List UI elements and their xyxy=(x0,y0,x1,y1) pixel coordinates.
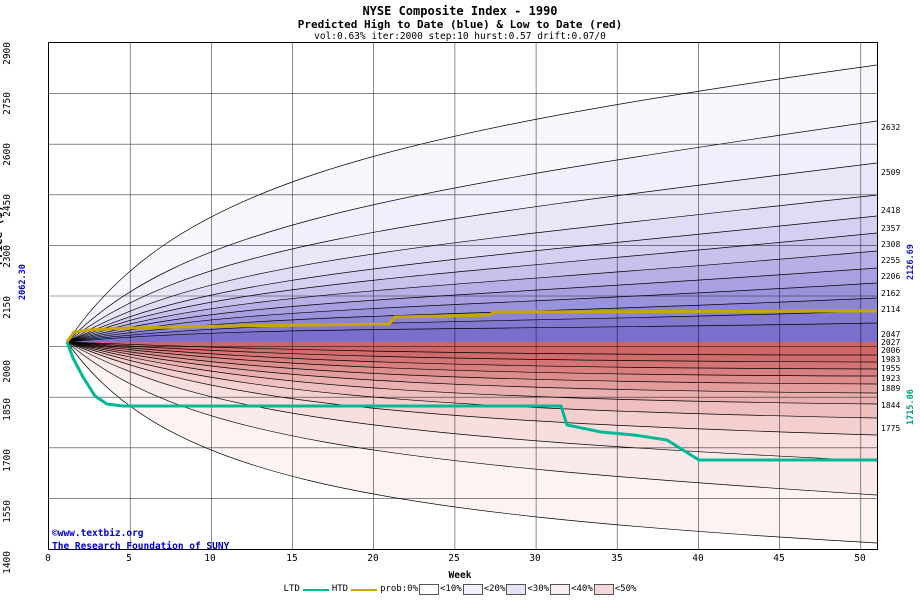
x-tick: 30 xyxy=(529,553,541,564)
chart-subtitle: Predicted High to Date (blue) & Low to D… xyxy=(297,18,623,31)
right-tick: 2418 xyxy=(881,206,901,215)
legend-label-ltd: LTD xyxy=(283,584,300,594)
legend-label-10: <10% xyxy=(440,584,462,594)
low-to-date-value: 1715.06 xyxy=(906,389,916,425)
y-tick: 2300 xyxy=(2,245,13,268)
right-tick: 1889 xyxy=(881,384,901,393)
series-ltd xyxy=(65,341,877,462)
legend-swatch-ltd xyxy=(302,588,329,591)
right-tick: 2308 xyxy=(881,240,901,249)
legend-label-50: <50% xyxy=(614,584,637,594)
y-tick: 2750 xyxy=(2,92,13,115)
chart-params: vol:0.63% iter:2000 step:10 hurst:0.57 d… xyxy=(314,31,606,42)
high-to-date-value: 2126.69 xyxy=(906,244,916,280)
x-tick: 5 xyxy=(126,553,132,564)
y-tick: 2450 xyxy=(2,194,13,217)
legend-swatch-40 xyxy=(593,584,614,595)
y-tick: 2600 xyxy=(2,143,13,166)
right-tick: 2255 xyxy=(881,256,901,265)
legend-swatch-10 xyxy=(462,584,483,595)
x-tick: 45 xyxy=(773,553,785,564)
legend-label-20: <20% xyxy=(483,584,506,594)
right-tick: 2509 xyxy=(881,168,901,177)
current-price-label: 2062.30 xyxy=(18,264,28,300)
right-tick: 1923 xyxy=(881,374,901,383)
x-tick: 40 xyxy=(692,553,704,564)
credit-line-1[interactable]: ©www.textbiz.org xyxy=(52,528,144,539)
x-tick: 0 xyxy=(45,553,51,564)
y-tick: 2900 xyxy=(2,42,13,65)
y-tick: 2000 xyxy=(2,360,13,383)
x-tick: 10 xyxy=(204,553,216,564)
right-tick: 1983 xyxy=(881,355,901,364)
x-tick: 25 xyxy=(448,553,460,564)
series-htd xyxy=(65,309,877,343)
x-tick: 50 xyxy=(854,553,866,564)
y-tick: 1850 xyxy=(2,398,13,421)
legend-label-30: <30% xyxy=(527,584,550,594)
x-tick: 15 xyxy=(286,553,298,564)
right-tick: 1844 xyxy=(881,401,901,410)
legend-label-htd: HTD xyxy=(331,584,349,594)
right-tick: 2357 xyxy=(881,224,901,233)
legend-swatch-prob0 xyxy=(419,584,440,595)
x-tick: 20 xyxy=(367,553,379,564)
right-tick: 1955 xyxy=(881,364,901,373)
right-tick: 2027 xyxy=(881,338,901,347)
right-tick: 1775 xyxy=(881,424,901,433)
right-tick: 2047 xyxy=(881,330,901,339)
right-tick: 2632 xyxy=(881,123,901,132)
right-tick: 2206 xyxy=(881,272,901,281)
legend-label-40: <40% xyxy=(571,584,593,594)
right-tick: 2162 xyxy=(881,289,901,298)
chart-legend: LTD HTD prob:0% <10% <20% <30% <40% <50% xyxy=(0,584,920,595)
y-axis-ticks: 2900 2750 2600 2450 2300 2150 2000 1850 … xyxy=(0,0,46,600)
y-tick: 1700 xyxy=(2,449,13,472)
chart-canvas xyxy=(49,43,877,549)
right-tick: 2114 xyxy=(881,305,901,314)
legend-swatch-20 xyxy=(506,584,527,595)
right-tick: 2006 xyxy=(881,346,901,355)
x-axis-label: Week xyxy=(448,570,472,581)
plot-area xyxy=(48,42,878,550)
credit-line-2: The Research Foundation of SUNY xyxy=(52,541,230,552)
legend-swatch-30 xyxy=(550,584,571,595)
legend-label-prob0: prob:0% xyxy=(380,584,419,594)
legend-swatch-htd xyxy=(351,588,378,591)
y-tick: 2150 xyxy=(2,296,13,319)
y-tick: 1550 xyxy=(2,500,13,523)
chart-title: NYSE Composite Index - 1990 xyxy=(362,4,558,18)
x-tick: 35 xyxy=(611,553,623,564)
